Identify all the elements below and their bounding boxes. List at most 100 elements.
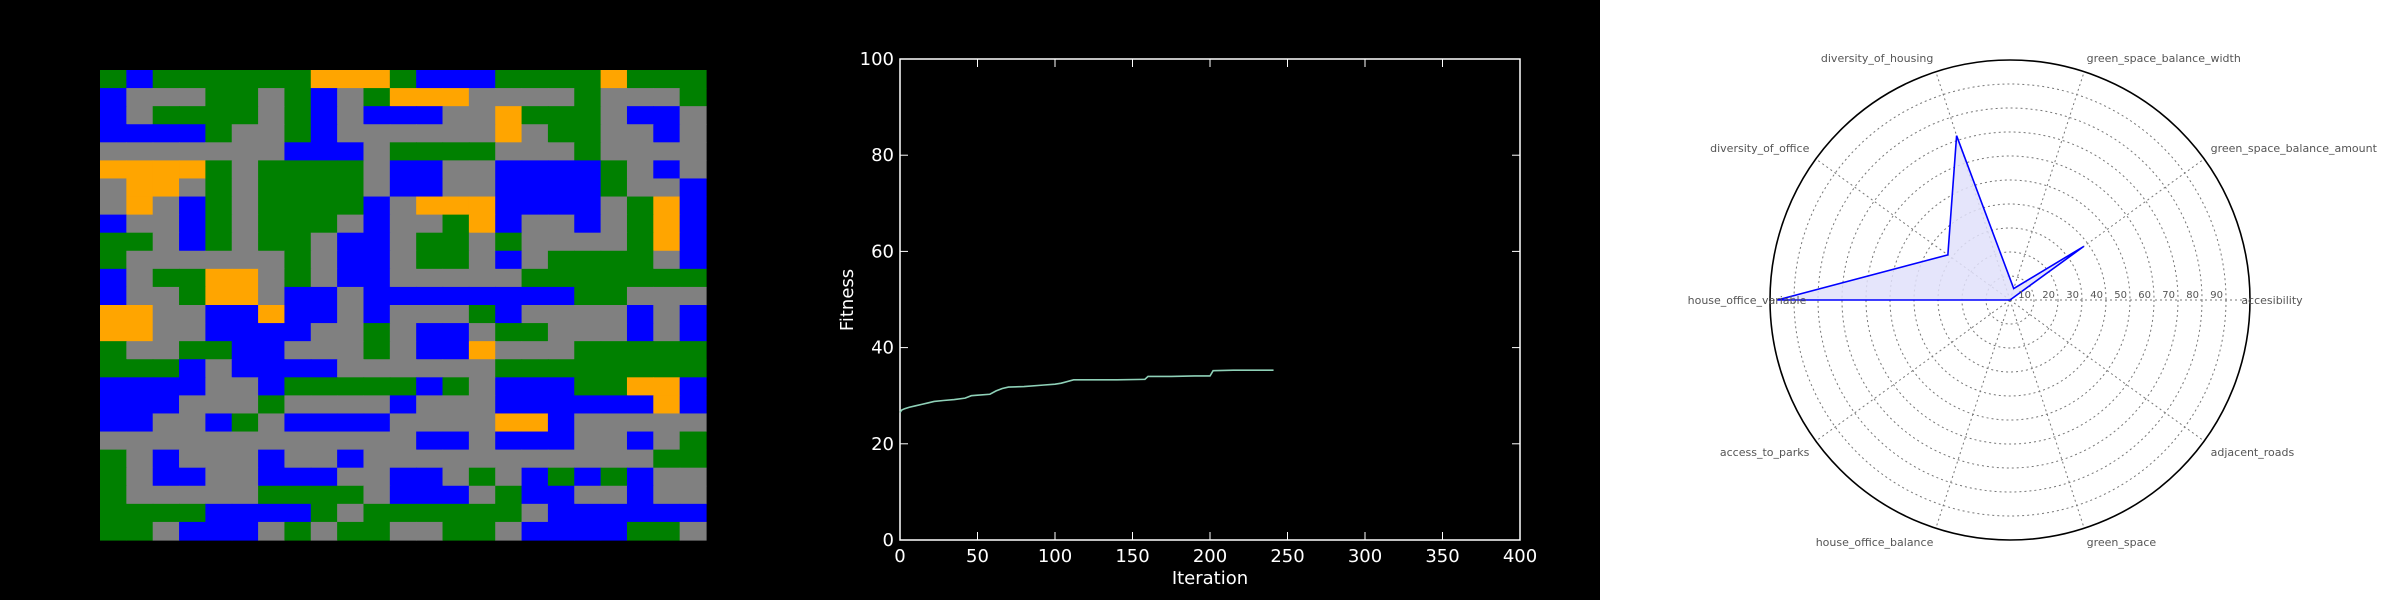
road-cell: [205, 395, 233, 415]
road-cell: [547, 449, 575, 469]
office-cell: [495, 413, 523, 433]
green-space-cell: [653, 341, 681, 360]
road-cell: [231, 196, 259, 216]
housing-cell: [547, 377, 575, 396]
road-cell: [100, 142, 127, 161]
green-space-cell: [363, 341, 391, 360]
green-space-cell: [337, 521, 365, 541]
green-space-cell: [626, 214, 654, 234]
road-cell: [179, 413, 206, 433]
road-cell: [284, 449, 312, 469]
housing-cell: [495, 196, 523, 216]
green-space-cell: [258, 160, 286, 180]
housing-cell: [100, 124, 127, 143]
road-cell: [310, 341, 338, 360]
road-cell: [205, 467, 233, 487]
housing-cell: [679, 196, 707, 216]
radar-series-polygon: [1776, 135, 2085, 301]
green-space-cell: [363, 521, 391, 541]
housing-cell: [626, 503, 654, 523]
road-cell: [468, 323, 496, 342]
road-cell: [679, 467, 707, 487]
road-cell: [389, 323, 417, 342]
green-space-cell: [442, 250, 470, 270]
housing-cell: [310, 305, 338, 324]
road-cell: [442, 106, 470, 125]
road-cell: [679, 160, 707, 180]
road-cell: [653, 178, 681, 198]
green-space-cell: [337, 377, 365, 396]
housing-cell: [468, 70, 496, 89]
road-cell: [179, 305, 206, 324]
road-cell: [337, 431, 365, 451]
road-cell: [363, 178, 391, 198]
y-tick-label: 40: [871, 338, 894, 359]
housing-cell: [495, 431, 523, 451]
road-cell: [152, 485, 180, 505]
housing-cell: [416, 178, 444, 198]
housing-cell: [679, 503, 707, 523]
road-cell: [337, 214, 365, 234]
housing-cell: [258, 323, 286, 342]
road-cell: [152, 232, 180, 252]
housing-cell: [363, 250, 391, 270]
road-cell: [258, 142, 286, 161]
green-space-cell: [547, 70, 575, 89]
road-cell: [574, 413, 602, 433]
housing-cell: [258, 503, 286, 523]
road-cell: [258, 286, 286, 306]
housing-cell: [337, 268, 365, 288]
housing-cell: [258, 377, 286, 396]
green-space-cell: [310, 377, 338, 396]
radar-axis-label: diversity_of_housing: [1821, 52, 1933, 65]
road-cell: [363, 449, 391, 469]
office-cell: [231, 286, 259, 306]
x-tick-label: 250: [1270, 546, 1304, 567]
green-space-cell: [679, 268, 707, 288]
y-tick-label: 100: [860, 49, 894, 70]
green-space-cell: [100, 70, 127, 89]
road-cell: [521, 232, 549, 252]
green-space-cell: [258, 70, 286, 89]
green-space-cell: [152, 70, 180, 89]
green-space-cell: [100, 250, 127, 270]
green-space-cell: [310, 196, 338, 216]
housing-cell: [389, 160, 417, 180]
green-space-cell: [205, 160, 233, 180]
housing-cell: [521, 196, 549, 216]
road-cell: [310, 268, 338, 288]
housing-cell: [389, 467, 417, 487]
green-space-cell: [389, 70, 417, 89]
road-cell: [679, 521, 707, 541]
housing-cell: [495, 395, 523, 415]
office-cell: [337, 70, 365, 89]
road-cell: [468, 124, 496, 143]
road-cell: [152, 214, 180, 234]
office-cell: [152, 160, 180, 180]
green-space-cell: [179, 286, 206, 306]
road-cell: [600, 449, 628, 469]
road-cell: [574, 323, 602, 342]
green-space-cell: [574, 341, 602, 360]
housing-cell: [337, 250, 365, 270]
fitness-line-chart: 0 50 100 150 200 250 300 350 400 0 20 40 60 80 100 Ite…: [837, 49, 1537, 589]
road-cell: [205, 449, 233, 469]
housing-cell: [337, 413, 365, 433]
green-space-cell: [337, 160, 365, 180]
housing-cell: [679, 214, 707, 234]
road-cell: [363, 124, 391, 143]
office-cell: [653, 196, 681, 216]
office-cell: [442, 88, 470, 107]
road-cell: [442, 160, 470, 180]
green-space-cell: [574, 106, 602, 125]
road-cell: [100, 178, 127, 198]
road-cell: [495, 467, 523, 487]
road-cell: [574, 305, 602, 324]
green-space-cell: [547, 359, 575, 378]
road-cell: [416, 395, 444, 415]
green-space-cell: [653, 521, 681, 541]
road-cell: [679, 286, 707, 306]
housing-cell: [521, 178, 549, 198]
road-cell: [152, 323, 180, 342]
road-cell: [258, 268, 286, 288]
